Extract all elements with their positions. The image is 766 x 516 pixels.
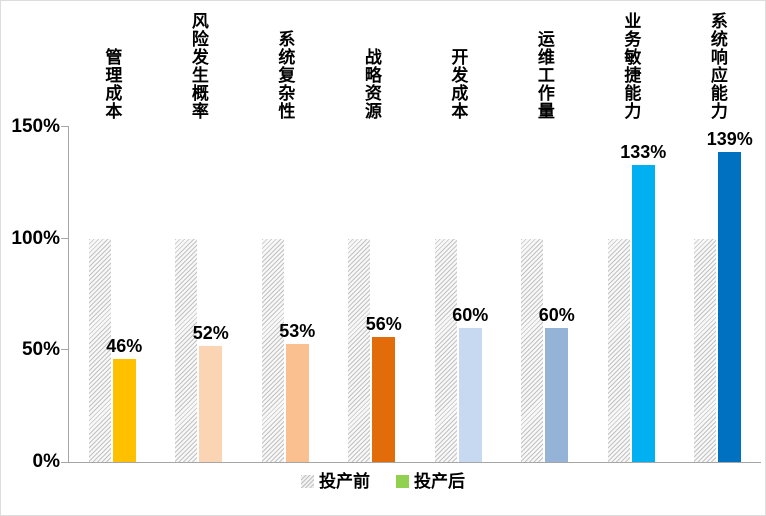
bar-group: 60% bbox=[415, 127, 502, 462]
category-label: 管理成本 bbox=[102, 48, 122, 120]
bar-value-label: 139% bbox=[706, 128, 753, 149]
bar-after: 60% bbox=[539, 306, 575, 462]
category-label: 风险发生概率 bbox=[188, 12, 208, 120]
bar-before bbox=[607, 238, 630, 462]
y-axis-labels: 0% 50% 100% 150% bbox=[0, 0, 60, 516]
category-label: 业务敏捷能力 bbox=[621, 12, 641, 120]
category-label-cell: 业务敏捷能力 bbox=[587, 4, 674, 120]
bar-group: 46% bbox=[69, 127, 156, 462]
bar-after: 53% bbox=[279, 322, 315, 462]
y-axis-tick-label: 0% bbox=[32, 451, 60, 472]
bar-after: 133% bbox=[620, 143, 666, 462]
bar-value-label: 53% bbox=[279, 320, 316, 341]
bar-value-label: 46% bbox=[106, 336, 143, 357]
bar-before bbox=[521, 238, 544, 462]
bar-group: 133% bbox=[588, 127, 675, 462]
bar-group: 53% bbox=[242, 127, 329, 462]
category-label: 战略资源 bbox=[361, 48, 381, 120]
bar-after: 46% bbox=[106, 337, 142, 462]
bar-before bbox=[88, 238, 111, 462]
y-axis-tick bbox=[61, 349, 69, 351]
legend-item: 投产前 bbox=[301, 473, 370, 490]
bar-group: 139% bbox=[675, 127, 762, 462]
legend: 投产前 投产后 bbox=[0, 473, 766, 490]
y-axis-tick bbox=[61, 462, 69, 463]
legend-label: 投产后 bbox=[414, 472, 465, 491]
bar-value-label: 56% bbox=[365, 313, 402, 334]
category-label-cell: 管理成本 bbox=[68, 4, 155, 120]
bar-before bbox=[261, 238, 284, 462]
category-label-cell: 运维工作量 bbox=[501, 4, 588, 120]
y-axis-tick bbox=[61, 237, 69, 239]
plot-area: 46% 52% 53% 56% 60% 60% 133% 139% bbox=[61, 126, 762, 463]
category-label-cell: 开发成本 bbox=[414, 4, 501, 120]
y-axis-tick-label: 150% bbox=[11, 116, 60, 137]
category-label-cell: 战略资源 bbox=[328, 4, 415, 120]
y-axis-tick-label: 100% bbox=[11, 227, 60, 249]
bar-group: 60% bbox=[502, 127, 589, 462]
bar-value-label: 133% bbox=[620, 141, 667, 162]
legend-item: 投产后 bbox=[396, 473, 465, 490]
category-label: 系统复杂性 bbox=[275, 30, 295, 120]
category-label-cell: 系统响应能力 bbox=[674, 4, 761, 120]
bar-before bbox=[434, 238, 457, 462]
category-label: 运维工作量 bbox=[534, 30, 554, 120]
bar-value-label: 60% bbox=[452, 305, 489, 325]
bar-after: 60% bbox=[452, 306, 488, 462]
y-axis-tick bbox=[61, 126, 69, 127]
bar-before bbox=[175, 238, 198, 462]
bar-before bbox=[348, 238, 371, 462]
bar-value-label: 60% bbox=[538, 305, 575, 325]
bar-after: 52% bbox=[193, 324, 229, 462]
legend-color-swatch-icon bbox=[396, 475, 409, 488]
bar-after: 139% bbox=[707, 130, 753, 462]
legend-hatch-swatch-icon bbox=[301, 475, 314, 488]
y-axis-tick-label: 50% bbox=[21, 339, 60, 361]
category-label-cell: 系统复杂性 bbox=[241, 4, 328, 120]
category-label: 开发成本 bbox=[448, 48, 468, 120]
legend-label: 投产前 bbox=[319, 472, 370, 491]
bar-before bbox=[694, 238, 717, 462]
bar-group: 52% bbox=[156, 127, 243, 462]
category-labels: 管理成本 风险发生概率 系统复杂性 战略资源 开发成本 运维工作量 业务敏捷能力 系统响应能力 bbox=[68, 4, 760, 120]
bar-value-label: 52% bbox=[192, 322, 229, 343]
bar-after: 56% bbox=[366, 315, 402, 462]
category-label-cell: 风险发生概率 bbox=[155, 4, 242, 120]
category-label: 系统响应能力 bbox=[707, 12, 727, 120]
bar-group: 56% bbox=[329, 127, 416, 462]
